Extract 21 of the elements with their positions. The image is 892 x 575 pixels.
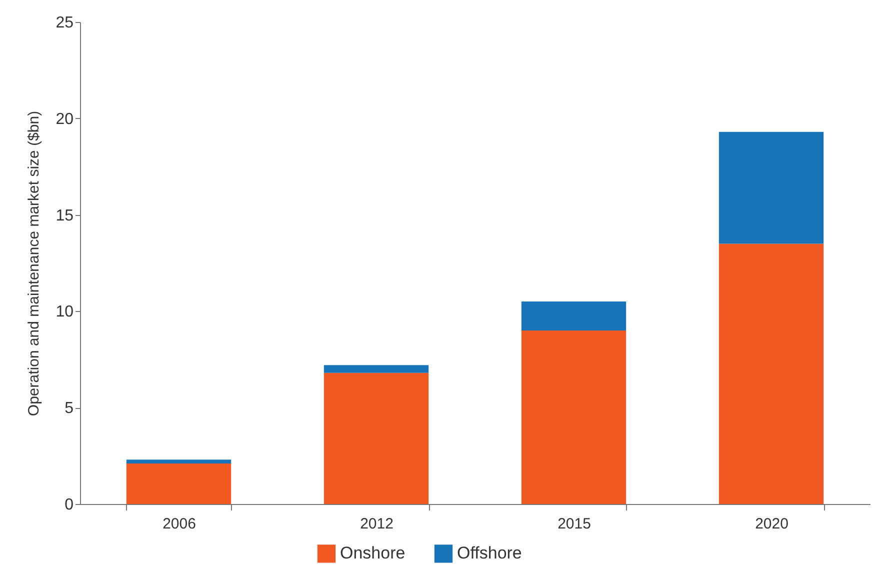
x-tick-label: 2020 — [755, 516, 788, 532]
bar — [126, 460, 232, 464]
x-tick-label: 2015 — [558, 516, 591, 532]
x-tick-label: 2006 — [162, 516, 196, 532]
y-axis-title: Operation and maintenance market size ($bn) — [26, 110, 43, 416]
y-tick-label: 5 — [64, 400, 74, 418]
y-tick-label: 25 — [56, 14, 74, 32]
legend-label: Offshore — [457, 544, 522, 563]
legend-label: Onshore — [340, 544, 406, 563]
y-tick-label: 0 — [64, 496, 74, 514]
bar — [718, 244, 824, 504]
y-tick-label: 15 — [56, 207, 74, 224]
bar — [718, 132, 824, 244]
bar — [521, 302, 626, 330]
y-tick-label: 10 — [56, 304, 74, 321]
y-tick-label: 20 — [56, 110, 74, 128]
bar — [324, 365, 429, 373]
bar — [324, 372, 429, 504]
x-tick-label: 2012 — [360, 516, 394, 532]
bar — [521, 330, 626, 504]
bar — [126, 464, 232, 504]
